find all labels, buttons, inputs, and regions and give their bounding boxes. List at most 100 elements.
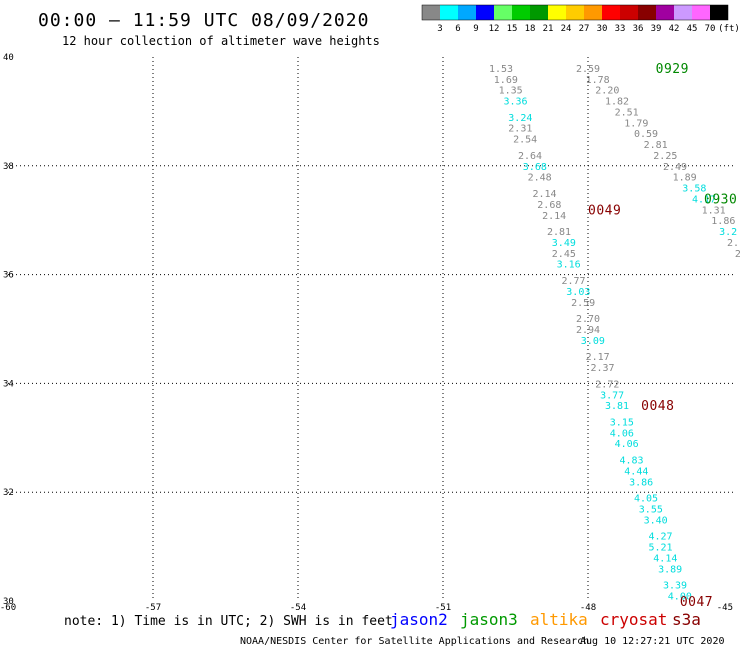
wave-height-point: 3.36 [503, 97, 527, 108]
x-tick-label: -45 [717, 603, 733, 613]
colorbar-label: 45 [687, 24, 698, 34]
colorbar-swatch [530, 5, 548, 20]
wave-height-point: 2.94 [576, 325, 600, 336]
wave-height-point: 2.14 [542, 211, 566, 222]
time-label: 0048 [641, 399, 674, 414]
wave-height-point: 2.31 [508, 124, 532, 135]
wave-height-point: 2.77 [561, 276, 585, 287]
wave-height-point: 2.54 [513, 135, 537, 146]
colorbar-border [421, 4, 729, 21]
time-label: 0930 [704, 192, 737, 207]
wave-height-point: 2.48 [528, 173, 552, 184]
colorbar-swatch [674, 5, 692, 20]
colorbar-label: 21 [543, 24, 554, 34]
wave-height-point: 4.06 [615, 439, 639, 450]
wave-height-point: 4.05 [634, 494, 658, 505]
wave-height-point: 4.27 [648, 532, 672, 543]
wave-height-point: 2.49 [663, 162, 687, 173]
wave-height-point: 3.40 [644, 515, 668, 526]
x-axis-ticks: -60 -57 -54 -51 -48 -45 [0, 603, 733, 613]
wave-height-point: 2.59 [576, 64, 600, 75]
x-tick-label: -54 [290, 603, 306, 613]
wave-height-point: 1.69 [494, 75, 518, 86]
footnote: note: 1) Time is in UTC; 2) SWH is in fe… [64, 614, 393, 629]
wave-height-point: 5.21 [648, 543, 672, 554]
colorbar-label: 18 [525, 24, 536, 34]
wave-height-point: 2.59 [571, 298, 595, 309]
colorbar-swatch [620, 5, 638, 20]
colorbar-label: 6 [455, 24, 460, 34]
wave-height-point: 1.31 [702, 205, 726, 216]
x-tick-label: -48 [580, 603, 596, 613]
wave-height-point: 2. [727, 238, 739, 249]
time-label: 0929 [656, 62, 689, 77]
colorbar-label: 15 [507, 24, 518, 34]
colorbar-swatch [692, 5, 710, 20]
y-tick-label: 34 [3, 379, 14, 389]
y-tick-label: 30 [3, 597, 14, 607]
wave-height-point: 2.72 [595, 379, 619, 390]
wave-height-point: 4.14 [653, 553, 677, 564]
wave-height-point: 4.00 [668, 592, 692, 603]
colorbar-legend: 3 6 9 12 15 18 21 24 27 30 33 36 39 42 45 70 (ft) [421, 4, 740, 34]
colorbar-swatch [566, 5, 584, 20]
wave-height-point: 1.78 [586, 75, 610, 86]
colorbar-label: 30 [597, 24, 608, 34]
wave-height-point: 3.2 [719, 227, 737, 238]
y-axis-ticks: 30 32 34 36 38 40 [3, 53, 14, 607]
wave-height-point: 2.37 [590, 363, 614, 374]
plot-area: -60 -57 -54 -51 -48 -45 30 32 34 36 38 40 1.531.69… [0, 53, 740, 613]
x-tick-label: -51 [435, 603, 451, 613]
wave-height-point: 3.81 [605, 401, 629, 412]
wave-height-point: 0.59 [634, 129, 658, 140]
page-title: 00:00 – 11:59 UTC 08/09/2020 [38, 10, 369, 31]
credit-text: NOAA/NESDIS Center for Satellite Applica… [240, 636, 589, 647]
colorbar-label: 9 [473, 24, 478, 34]
wave-height-point: 2.70 [576, 314, 600, 325]
time-label: 0049 [588, 203, 621, 218]
colorbar-swatch [458, 5, 476, 20]
wave-height-point: 3.16 [557, 260, 581, 271]
colorbar-swatch [512, 5, 530, 20]
wave-height-point: 4.06 [610, 428, 634, 439]
satellite-legend-cryosat: cryosat [600, 610, 667, 629]
wave-height-point: 1.86 [711, 216, 735, 227]
wave-height-point: 1.35 [499, 86, 523, 97]
wave-height-point: 1.82 [605, 97, 629, 108]
wave-height-point: 2 [735, 249, 740, 260]
wave-height-point: 2.25 [653, 151, 677, 162]
wave-height-point: 1.53 [489, 64, 513, 75]
wave-height-point: 2.45 [552, 249, 576, 260]
colorbar-swatch [710, 5, 728, 20]
satellite-legend: jason2 jason3 altika cryosat s3a [390, 610, 701, 629]
colorbar-swatch [422, 5, 440, 20]
y-tick-label: 36 [3, 271, 14, 281]
satellite-legend-jason2: jason2 [390, 610, 448, 629]
wave-height-point: 2.51 [615, 107, 639, 118]
wave-height-point: 2.68 [537, 200, 561, 211]
colorbar-label: 70 [705, 24, 716, 34]
wave-height-points: 1.531.691.353.36 3.242.312.54 2.643.682.48… [489, 64, 740, 603]
colorbar-swatch [494, 5, 512, 20]
colorbar-label: 27 [579, 24, 590, 34]
wave-height-point: 3.55 [639, 505, 663, 516]
y-tick-label: 32 [3, 488, 14, 498]
wave-height-point: 2.14 [532, 189, 556, 200]
wave-height-point: 3.39 [663, 581, 687, 592]
time-labels: 0929 0930 0049 0048 0047 [588, 62, 737, 610]
colorbar-label: 33 [615, 24, 626, 34]
wave-height-point: 2.81 [547, 227, 571, 238]
wave-height-point: 3.58 [682, 184, 706, 195]
x-tick-label: -60 [0, 603, 16, 613]
colorbar-swatch [656, 5, 674, 20]
colorbar-swatch [440, 5, 458, 20]
wave-height-point: 3.15 [610, 417, 634, 428]
wave-height-point: 3.03 [566, 287, 590, 298]
wave-height-point: 4.83 [619, 456, 643, 467]
wave-height-point: 2.81 [644, 140, 668, 151]
satellite-legend-s3a: s3a [672, 610, 701, 629]
colorbar-swatch [548, 5, 566, 20]
x-tick-label: -57 [145, 603, 161, 613]
colorbar-swatch [638, 5, 656, 20]
